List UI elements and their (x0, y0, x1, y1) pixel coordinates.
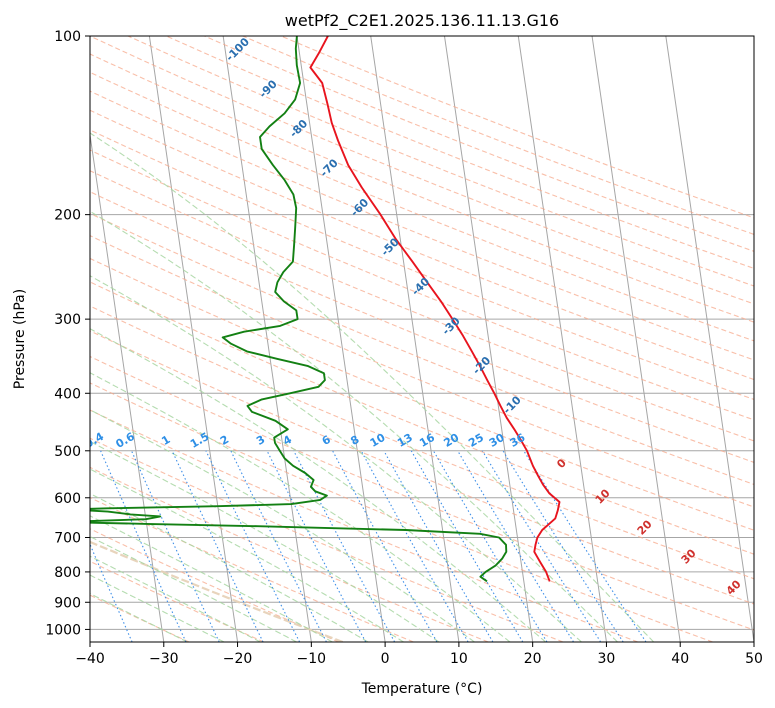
dry-adiabat-line (90, 53, 754, 323)
x-tick-label: −30 (149, 651, 179, 667)
y-axis: 100 200 300 400 500 600 700 800 900 1000 (45, 29, 90, 638)
plot-background (90, 36, 754, 642)
dry-adiabat-line (90, 90, 754, 361)
y-tick-label: 100 (54, 29, 81, 45)
dry-adiabat-line (90, 355, 754, 631)
dry-adiabat-line (90, 257, 754, 531)
dry-adiabat-line (127, 36, 754, 287)
moist-adiabat-line (90, 132, 655, 642)
x-tick-label: 0 (381, 651, 390, 667)
x-tick-label: −40 (75, 651, 105, 667)
isotherm-line (591, 36, 681, 642)
sounding-series (90, 36, 561, 583)
mixing-ratio-line (502, 450, 624, 642)
moist-adiabat-line (90, 210, 618, 642)
chart-title: wetPf2_C2E1.2025.136.11.13.G16 (285, 11, 559, 31)
mixing-ratio-line (457, 450, 574, 642)
isotherm-line (148, 36, 239, 642)
y-tick-label: 500 (54, 444, 81, 460)
moist-adiabat-line (90, 468, 404, 642)
mixing-ratio-label: 0.1 (0, 430, 9, 451)
dry-adiabat-line (90, 129, 754, 401)
moist-adiabats (90, 132, 655, 642)
isotherm-line (665, 36, 754, 642)
x-tick-label: 30 (598, 651, 616, 667)
mixing-ratio-line (90, 542, 133, 642)
dry-adiabat-line (90, 496, 414, 642)
x-axis: −40 −30 −20 −10 0 10 20 30 40 50 (75, 642, 763, 667)
moist-adiabat-line (90, 372, 511, 642)
dry-adiabat-line (90, 330, 754, 605)
moist-adiabat-line (90, 409, 475, 642)
isotherm-line (517, 36, 607, 642)
dry-adiabat-line (90, 149, 754, 421)
mixing-ratio-line (266, 450, 367, 642)
isotherm-line (370, 36, 460, 642)
dry-adiabat-line (90, 109, 754, 381)
dry-adiabats (90, 36, 754, 642)
mixing-ratio-line (293, 450, 396, 642)
dry-adiabat-line (90, 382, 713, 642)
x-axis-label: Temperature (°C) (361, 681, 483, 697)
y-axis-label: Pressure (hPa) (12, 289, 28, 389)
mixing-ratio-label: 0.2 (33, 430, 56, 451)
temperature-profile (309, 36, 561, 582)
mixing-ratio-line (205, 450, 301, 642)
y-tick-label: 700 (54, 531, 81, 547)
dry-adiabat-line (90, 235, 754, 508)
mixing-ratio-line (481, 450, 602, 642)
plot-frame (89, 35, 755, 643)
y-tick-label: 900 (54, 595, 81, 611)
moist-adiabat-line (90, 574, 225, 642)
dry-adiabat-line (90, 528, 339, 642)
moist-adiabat-line (90, 440, 440, 642)
y-tick-label: 400 (54, 386, 81, 402)
dry-adiabat-line (90, 36, 754, 305)
x-tick-label: −10 (297, 651, 327, 667)
dewpoint-profile (90, 36, 508, 583)
boundary-curve (90, 540, 344, 642)
y-tick-label: 1000 (45, 622, 81, 638)
isotherm-line (296, 36, 386, 642)
x-tick-label: 10 (450, 651, 468, 667)
moist-adiabat-line (90, 275, 582, 642)
dry-adiabat-line (90, 281, 754, 555)
moist-adiabat-line (90, 492, 369, 642)
gridlines (90, 36, 754, 642)
dry-adiabat-line (90, 71, 754, 342)
mixing-ratio-line (432, 450, 548, 642)
x-tick-label: 40 (671, 651, 689, 667)
moist-adiabat-line (90, 555, 261, 642)
x-tick-label: 20 (524, 651, 542, 667)
dry-adiabat-line (90, 437, 564, 642)
isotherm-line (443, 36, 534, 642)
mixing-ratio-line (523, 450, 647, 642)
y-tick-label: 600 (54, 491, 81, 507)
moist-adiabat-line (90, 328, 547, 642)
dry-adiabat-line (90, 409, 638, 642)
y-tick-label: 200 (54, 208, 81, 224)
x-tick-label: −20 (223, 651, 253, 667)
y-tick-label: 300 (54, 312, 81, 328)
x-tick-label: 50 (745, 651, 763, 667)
mixing-ratio-line (332, 450, 438, 642)
y-tick-label: 800 (54, 565, 81, 581)
mixing-ratio-lines (90, 450, 647, 642)
dry-adiabat-line (90, 594, 190, 642)
